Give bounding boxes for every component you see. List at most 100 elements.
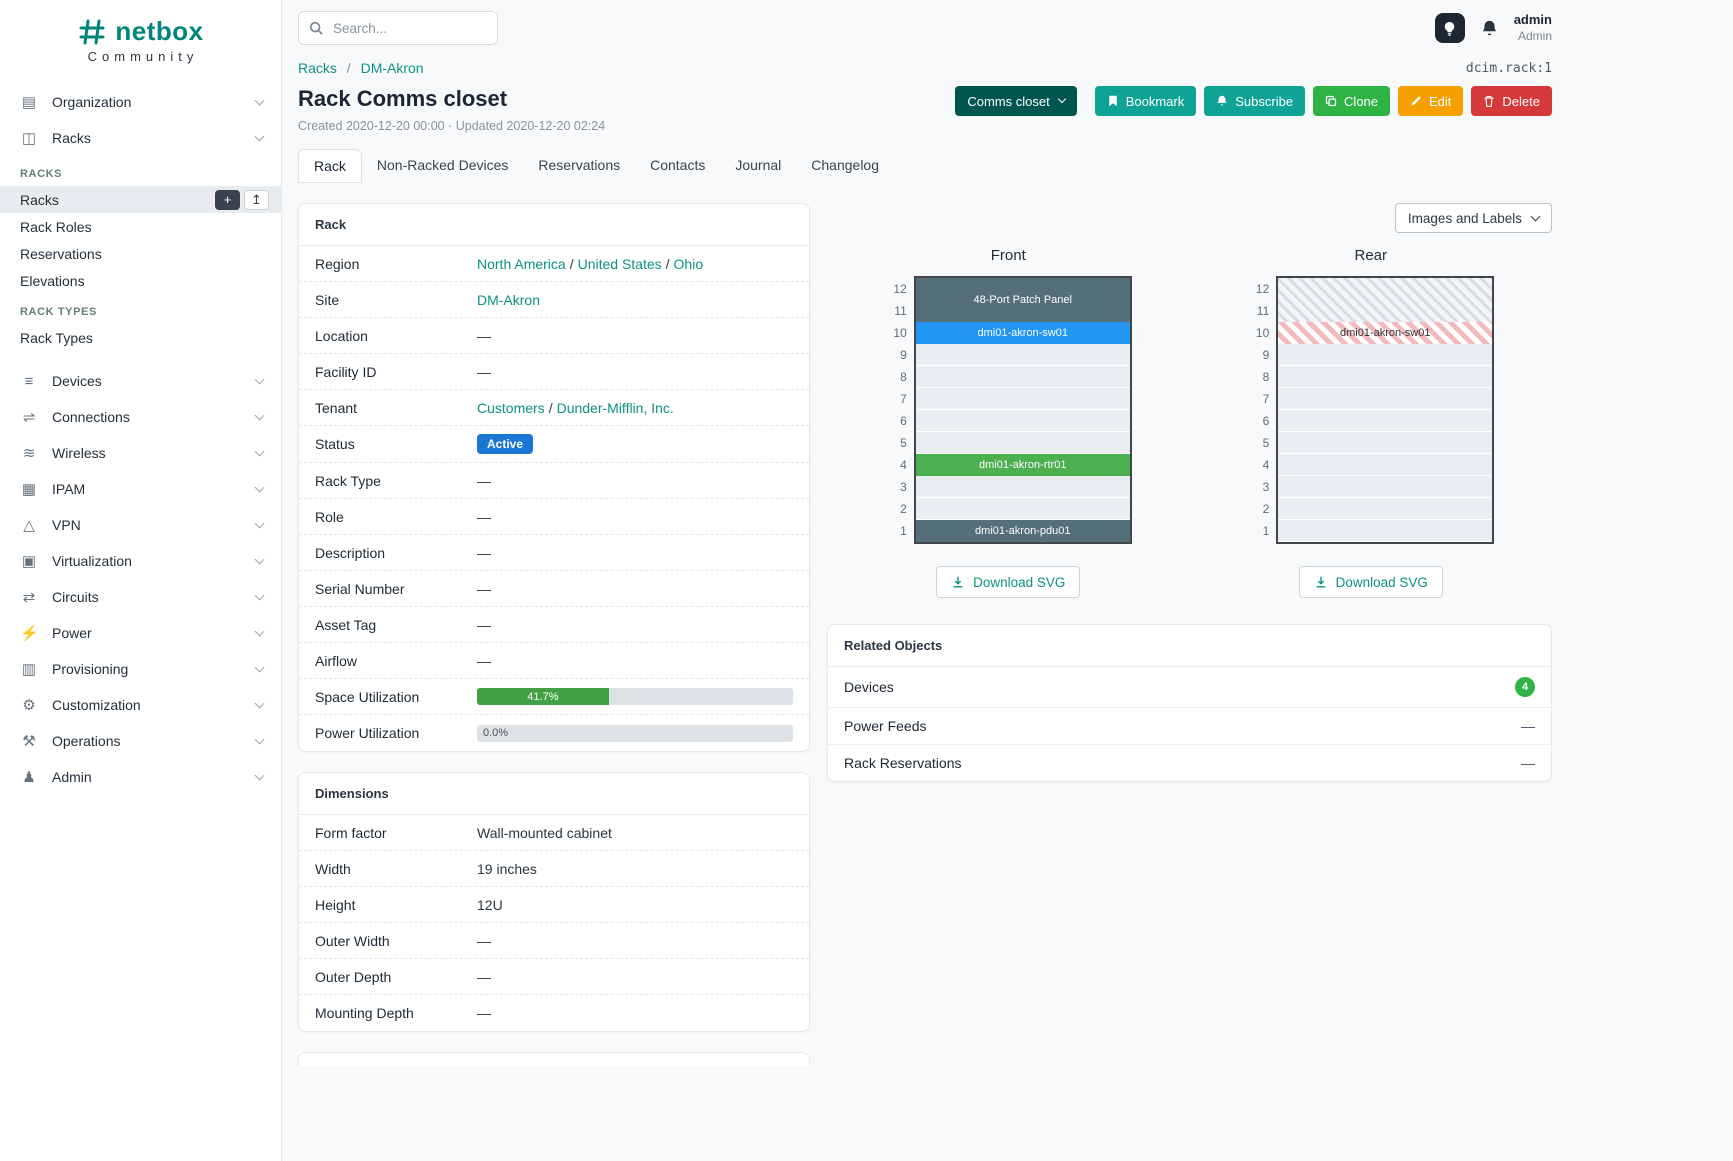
rack-unit-slot[interactable] <box>915 432 1130 454</box>
chevron-down-icon <box>254 770 265 780</box>
region-link[interactable]: North America <box>477 255 566 272</box>
left-column: Rack Region North America / United States /… <box>298 203 810 1066</box>
tab-contacts[interactable]: Contacts <box>650 157 706 173</box>
sidebar-item-wireless[interactable]: ≋ Wireless <box>0 435 281 471</box>
download-icon <box>1316 576 1325 588</box>
sidebar-item-rack-types[interactable]: Rack Types <box>20 329 93 346</box>
sidebar-item-ipam[interactable]: ▦ IPAM <box>0 471 281 507</box>
rack-unit-slot[interactable] <box>1278 454 1493 476</box>
rack-unit-slot[interactable] <box>915 410 1130 432</box>
sidebar-item-customization[interactable]: ⚙ Customization <box>0 687 281 723</box>
tab-journal[interactable]: Journal <box>735 157 782 173</box>
unit-number: 10 <box>893 326 907 340</box>
tab-non-racked-devices[interactable]: Non-Racked Devices <box>376 157 509 173</box>
rack-unit-slot[interactable] <box>1278 520 1493 542</box>
attr-row-power-utilization: Power Utilization 0.0% <box>299 715 809 751</box>
notifications-button[interactable] <box>1480 19 1499 38</box>
rack-elevation-rear: Rear 12 11 10 9 8 7 6 5 4 3 2 1 dmi01-akron-sw01 Do <box>1247 247 1495 598</box>
clone-icon <box>1325 95 1337 107</box>
chevron-down-icon <box>254 374 265 384</box>
rack-unit-slot[interactable] <box>1278 476 1493 498</box>
rack-unit-slot[interactable] <box>915 388 1130 410</box>
related-rack-reservations-row[interactable]: Rack Reservations — <box>844 755 1535 771</box>
rack-unit-slot[interactable] <box>1278 388 1493 410</box>
unit-number: 9 <box>1262 348 1270 362</box>
theme-toggle-button[interactable] <box>1434 13 1465 43</box>
panel-stub <box>298 1052 810 1066</box>
tenant-link[interactable]: Dunder-Mifflin, Inc. <box>556 399 674 416</box>
rack-device[interactable] <box>1278 278 1493 322</box>
rack-unit-slot[interactable] <box>915 366 1130 388</box>
rack-unit-slot[interactable] <box>915 344 1130 366</box>
search-box[interactable] <box>298 11 498 45</box>
search-icon <box>309 21 323 35</box>
edit-button[interactable]: Edit <box>1398 86 1464 116</box>
rack-unit-slot[interactable] <box>1278 410 1493 432</box>
site-link[interactable]: DM-Akron <box>477 291 541 308</box>
tab-changelog[interactable]: Changelog <box>811 157 880 173</box>
rack-unit-slot[interactable] <box>1278 498 1493 520</box>
breadcrumb-racks-link[interactable]: Racks <box>298 60 337 76</box>
sidebar-item-vpn[interactable]: △ VPN <box>0 507 281 543</box>
sidebar-item-reservations[interactable]: Reservations <box>20 245 102 262</box>
attr-row-serial: Serial Number — <box>299 571 809 607</box>
rack-units: 48-Port Patch Panel dmi01-akron-sw01 dmi01… <box>915 278 1130 542</box>
rack-device[interactable]: dmi01-akron-sw01 <box>1278 322 1493 344</box>
sidebar-item-elevations[interactable]: Elevations <box>20 272 85 289</box>
user-menu[interactable]: admin Admin <box>1514 12 1552 43</box>
sidebar-item-provisioning[interactable]: ▥ Provisioning <box>0 651 281 687</box>
tab-rack[interactable]: Rack <box>298 149 362 183</box>
sidebar-item-power[interactable]: ⚡ Power <box>0 615 281 651</box>
sidebar-item-virtualization[interactable]: ▣ Virtualization <box>0 543 281 579</box>
region-link[interactable]: United States <box>577 255 662 272</box>
rack-device[interactable]: dmi01-akron-rtr01 <box>915 454 1130 476</box>
chevron-down-icon <box>254 698 265 708</box>
rack-device[interactable]: dmi01-akron-pdu01 <box>915 520 1130 542</box>
unit-number: 7 <box>900 392 907 406</box>
sidebar-item-rack-roles[interactable]: Rack Roles <box>20 218 92 235</box>
region-link[interactable]: Ohio <box>673 255 704 272</box>
download-svg-rear-button[interactable]: Download SVG <box>1298 566 1443 598</box>
subscribe-button[interactable]: Subscribe <box>1204 86 1306 116</box>
provisioning-icon: ▥ <box>21 661 37 678</box>
breadcrumb-site-link[interactable]: DM-Akron <box>360 60 424 76</box>
sidebar-item-racks[interactable]: ◫ Racks <box>0 120 281 156</box>
clone-button[interactable]: Clone <box>1313 86 1391 116</box>
bookmark-button[interactable]: Bookmark <box>1094 86 1197 116</box>
unit-number: 9 <box>900 348 907 362</box>
sidebar-item-racks-list[interactable]: Racks + ↥ <box>0 186 281 213</box>
bookmark-icon <box>1108 95 1117 107</box>
racks-icon: ◫ <box>21 130 37 147</box>
rack-unit-slot[interactable] <box>1278 344 1493 366</box>
unit-number: 6 <box>900 414 907 428</box>
sidebar-item-circuits[interactable]: ⇄ Circuits <box>0 579 281 615</box>
rack-unit-slot[interactable] <box>915 498 1130 520</box>
context-dropdown-button[interactable]: Comms closet <box>955 86 1077 116</box>
search-input[interactable] <box>331 19 487 37</box>
rack-unit-slot[interactable] <box>915 476 1130 498</box>
unit-numbers: 12 11 10 9 8 7 6 5 4 3 2 1 <box>1247 276 1269 544</box>
import-racks-button[interactable]: ↥ <box>244 189 269 210</box>
sidebar-item-organization[interactable]: ▤ Organization <box>0 84 281 120</box>
sidebar-item-devices[interactable]: ≡ Devices <box>0 363 281 399</box>
sidebar-item-operations[interactable]: ⚒ Operations <box>0 723 281 759</box>
tab-reservations[interactable]: Reservations <box>538 157 621 173</box>
rack-unit-slot[interactable] <box>1278 366 1493 388</box>
attr-row-asset-tag: Asset Tag — <box>299 607 809 643</box>
rack-device[interactable]: 48-Port Patch Panel <box>915 278 1130 322</box>
images-labels-select[interactable]: Images and Labels <box>1394 203 1552 233</box>
related-power-feeds-row[interactable]: Power Feeds — <box>828 708 1551 745</box>
netbox-logo[interactable]: netbox Community <box>0 0 281 72</box>
delete-button[interactable]: Delete <box>1471 86 1552 116</box>
sidebar-item-connections[interactable]: ⇌ Connections <box>0 399 281 435</box>
download-svg-front-button[interactable]: Download SVG <box>936 566 1081 598</box>
chevron-down-icon <box>254 662 265 672</box>
sidebar-item-admin[interactable]: ♟ Admin <box>0 759 281 795</box>
tenant-group-link[interactable]: Customers <box>477 399 545 416</box>
rack-device[interactable]: dmi01-akron-sw01 <box>915 322 1130 344</box>
rack-frame: 48-Port Patch Panel dmi01-akron-sw01 dmi01… <box>913 276 1132 544</box>
related-devices-row[interactable]: Devices 4 <box>828 667 1551 708</box>
add-rack-button[interactable]: + <box>215 189 240 210</box>
page-title: Rack Comms closet <box>298 86 508 111</box>
rack-unit-slot[interactable] <box>1278 432 1493 454</box>
